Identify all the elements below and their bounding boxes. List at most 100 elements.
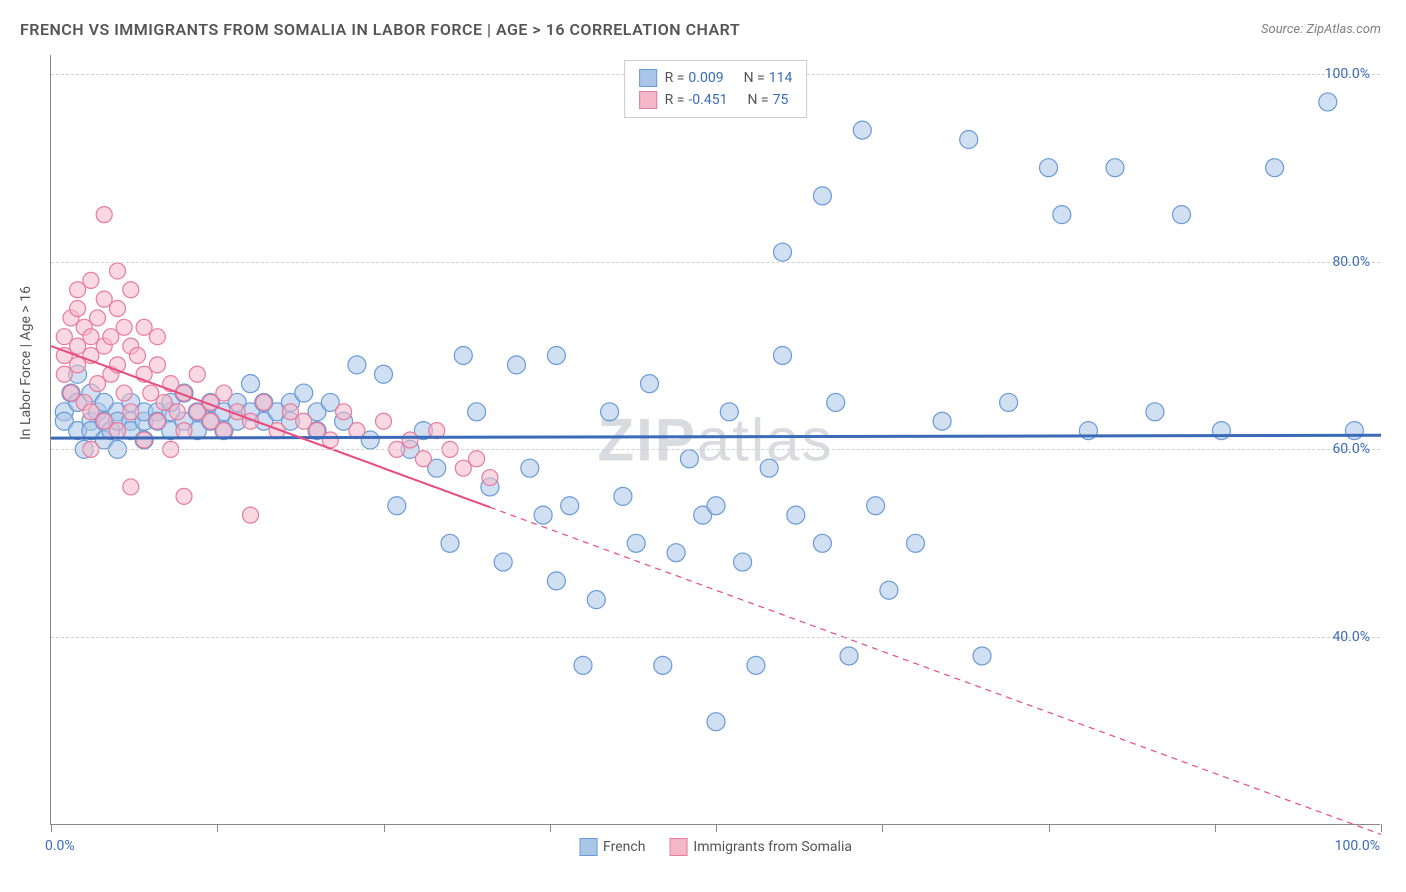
data-point <box>907 534 925 552</box>
swatch-french-icon <box>579 838 597 856</box>
data-point <box>149 357 165 373</box>
swatch-somalia <box>639 91 657 109</box>
data-point <box>415 451 431 467</box>
data-point <box>521 459 539 477</box>
data-point <box>295 384 313 402</box>
data-point <box>176 488 192 504</box>
data-point <box>760 459 778 477</box>
data-point <box>216 385 232 401</box>
data-point <box>840 647 858 665</box>
data-point <box>787 506 805 524</box>
data-point <box>116 385 132 401</box>
data-point <box>1040 159 1058 177</box>
data-point <box>627 534 645 552</box>
x-axis-tick <box>1215 824 1216 832</box>
y-axis-tick-label: 80.0% <box>1332 254 1370 270</box>
data-point <box>243 507 259 523</box>
x-axis-min-label: 0.0% <box>45 838 75 854</box>
data-point <box>601 403 619 421</box>
x-axis-tick <box>384 824 385 832</box>
data-point <box>336 404 352 420</box>
data-point <box>1000 393 1018 411</box>
scatter-plot <box>51 55 1380 824</box>
data-point <box>149 329 165 345</box>
chart-area: ZIPatlas R =0.009 N =114 R =-0.451 N =75… <box>50 55 1380 825</box>
x-axis-tick <box>1049 824 1050 832</box>
y-axis-title: In Labor Force | Age > 16 <box>18 286 34 440</box>
data-point <box>149 413 165 429</box>
data-point <box>402 432 418 448</box>
x-axis-tick <box>1381 824 1382 832</box>
data-point <box>129 347 145 363</box>
data-point <box>707 497 725 515</box>
data-point <box>734 553 752 571</box>
data-point <box>169 404 185 420</box>
data-point <box>256 394 272 410</box>
grid-line <box>51 637 1380 638</box>
data-point <box>1173 206 1191 224</box>
data-point <box>454 346 472 364</box>
data-point <box>376 413 392 429</box>
data-point <box>90 310 106 326</box>
data-point <box>116 319 132 335</box>
source-label: Source: ZipAtlas.com <box>1261 22 1381 37</box>
grid-line <box>51 262 1380 263</box>
data-point <box>933 412 951 430</box>
data-point <box>216 423 232 439</box>
data-point <box>469 451 485 467</box>
data-point <box>720 403 738 421</box>
data-point <box>468 403 486 421</box>
data-point <box>136 432 152 448</box>
data-point <box>110 423 126 439</box>
data-point <box>774 243 792 261</box>
data-point <box>96 207 112 223</box>
data-point <box>641 375 659 393</box>
data-point <box>1345 422 1363 440</box>
data-point <box>654 656 672 674</box>
data-point <box>973 647 991 665</box>
legend-item-somalia: Immigrants from Somalia <box>669 838 852 856</box>
data-point <box>123 479 139 495</box>
data-point <box>110 301 126 317</box>
data-point <box>1319 93 1337 111</box>
data-point <box>110 263 126 279</box>
y-axis-tick-label: 40.0% <box>1332 629 1370 645</box>
data-point <box>176 423 192 439</box>
data-point <box>242 375 260 393</box>
data-point <box>1053 206 1071 224</box>
data-point <box>747 656 765 674</box>
x-axis-tick <box>716 824 717 832</box>
data-point <box>587 591 605 609</box>
trend-line <box>51 435 1381 438</box>
data-point <box>960 131 978 149</box>
data-point <box>83 272 99 288</box>
data-point <box>70 301 86 317</box>
data-point <box>574 656 592 674</box>
data-point <box>867 497 885 515</box>
data-point <box>774 346 792 364</box>
data-point <box>348 356 366 374</box>
trend-line-extrapolated <box>490 507 1381 834</box>
x-axis-tick <box>217 824 218 832</box>
data-point <box>547 346 565 364</box>
data-point <box>482 470 498 486</box>
data-point <box>813 187 831 205</box>
chart-title: FRENCH VS IMMIGRANTS FROM SOMALIA IN LAB… <box>20 20 740 39</box>
data-point <box>441 534 459 552</box>
x-axis-tick <box>51 824 52 832</box>
data-point <box>375 365 393 383</box>
x-axis-tick <box>882 824 883 832</box>
data-point <box>680 450 698 468</box>
data-point <box>880 581 898 599</box>
legend-row-french: R =0.009 N =114 <box>639 67 793 89</box>
data-point <box>561 497 579 515</box>
data-point <box>547 572 565 590</box>
data-point <box>123 282 139 298</box>
y-axis-tick-label: 100.0% <box>1325 66 1370 82</box>
data-point <box>853 121 871 139</box>
data-point <box>508 356 526 374</box>
x-axis-max-label: 100.0% <box>1335 838 1380 854</box>
grid-line <box>51 449 1380 450</box>
data-point <box>534 506 552 524</box>
data-point <box>827 393 845 411</box>
